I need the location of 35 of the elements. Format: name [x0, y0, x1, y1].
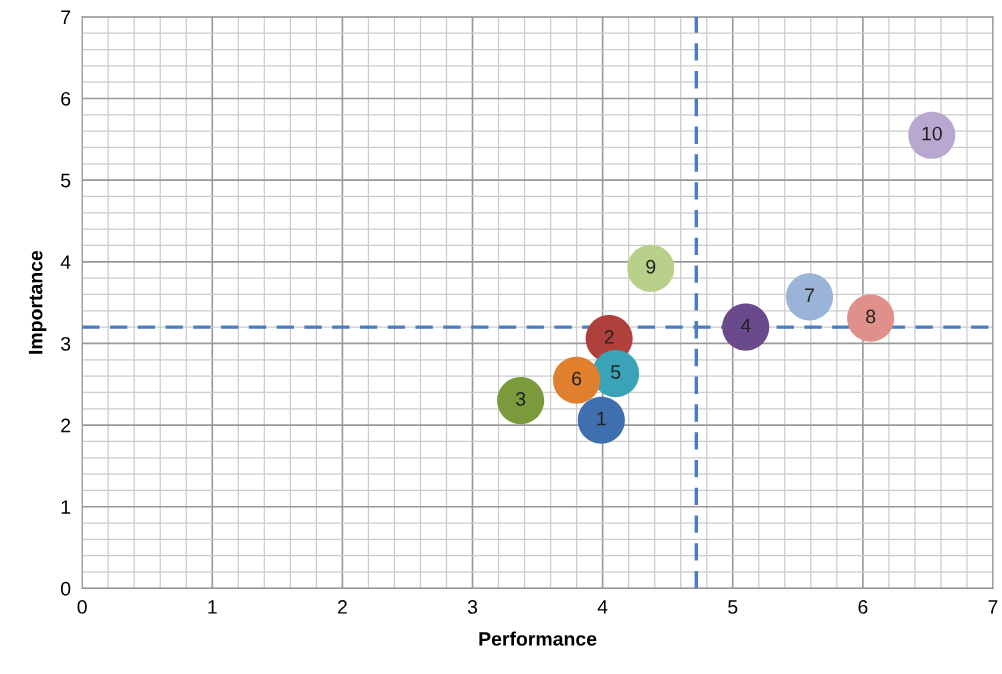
x-axis-title: Performance: [479, 631, 597, 646]
x-tick-label: 3: [467, 600, 478, 614]
y-tick-label: 1: [61, 500, 71, 514]
x-tick-label: 6: [858, 600, 868, 614]
y-tick-label: 6: [61, 91, 71, 106]
x-tick-label: 0: [77, 600, 87, 614]
annotation: 10: [922, 126, 942, 141]
y-tick-label: 2: [61, 418, 71, 433]
annotation: 8: [866, 309, 876, 324]
annotation: 5: [611, 365, 621, 379]
point: [627, 244, 675, 292]
y-axis-title: Importance: [28, 250, 47, 354]
annotation: 4: [740, 318, 751, 333]
annotation: 6: [572, 371, 582, 386]
annotation: 3: [515, 392, 526, 406]
point: [577, 396, 625, 444]
y-tick-label: 5: [61, 173, 71, 188]
y-tick-label: 4: [60, 255, 71, 269]
annotation: 2: [604, 330, 614, 344]
y-tick-label: 7: [61, 10, 71, 24]
point: [497, 377, 545, 425]
point: [553, 356, 601, 404]
y-tick-label: 3: [60, 336, 71, 351]
x-tick-label: 4: [597, 600, 608, 614]
annotation: 9: [646, 259, 656, 274]
y-tick-label: 0: [61, 581, 71, 596]
annotation: 7: [805, 288, 814, 302]
annotation: 1: [597, 411, 606, 426]
point: [847, 294, 895, 342]
x-tick-label: 2: [337, 600, 347, 614]
x-tick-label: 7: [988, 600, 998, 614]
point: [722, 303, 770, 351]
x-tick-label: 5: [728, 600, 738, 614]
point: [785, 273, 834, 321]
x-tick-label: 1: [208, 600, 217, 614]
